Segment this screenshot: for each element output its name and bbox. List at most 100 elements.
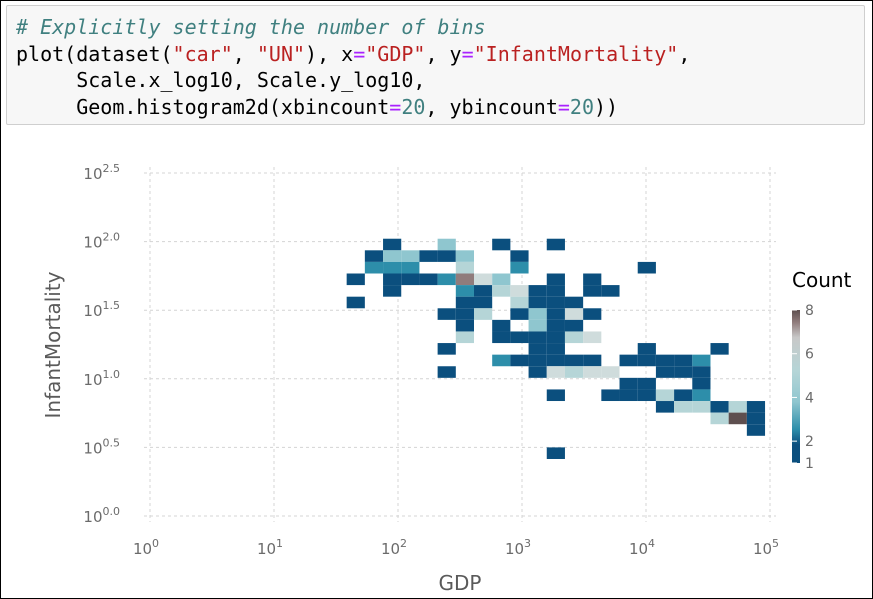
y-tick-base: 10 xyxy=(83,302,102,320)
heatmap-cell xyxy=(637,261,656,274)
code-line-scales: Scale.x_log10, Scale.y_log10, xyxy=(16,68,425,92)
code-token: Scale.x_log10, Scale.y_log10, xyxy=(16,68,426,92)
code-token: , xyxy=(232,41,257,66)
heatmap-cell xyxy=(528,343,547,355)
heatmap-cell xyxy=(674,401,693,413)
heatmap-cell xyxy=(583,366,602,378)
heatmap-cell xyxy=(455,331,474,344)
x-tick-label: 104 xyxy=(629,537,655,558)
heatmap-cell xyxy=(546,343,565,355)
x-tick-label: 105 xyxy=(753,537,779,558)
heatmap-cell xyxy=(437,366,456,378)
x-tick-label: 102 xyxy=(381,537,407,558)
x-tick-base: 10 xyxy=(629,540,648,558)
heatmap-cell xyxy=(564,331,584,344)
code-token: 20 xyxy=(569,94,595,119)
heatmap-cell xyxy=(583,273,602,286)
heatmap-cell xyxy=(419,273,438,286)
y-tick-label: 100.0 xyxy=(83,505,120,526)
heatmap-cell xyxy=(746,412,766,425)
y-tick-label: 102.5 xyxy=(83,162,120,183)
heatmap-cell xyxy=(437,238,456,251)
code-token: , y xyxy=(425,41,462,66)
code-line-geom: Geom.histogram2d(xbincount=20, ybincount… xyxy=(16,95,618,119)
heatmap-cell xyxy=(746,401,766,413)
heatmap-cell xyxy=(546,354,565,367)
x-tick-exponent: 0 xyxy=(152,537,159,550)
y-tick-base: 10 xyxy=(83,234,102,252)
heatmap-cell xyxy=(710,412,729,425)
heatmap-cell xyxy=(564,296,584,309)
heatmap-cell xyxy=(601,366,620,378)
y-tick-exponent: 0.5 xyxy=(103,436,121,449)
code-token: ), x xyxy=(305,41,354,66)
heatmap-cell xyxy=(510,250,529,262)
heatmap-cell xyxy=(364,261,384,274)
heatmap-cell xyxy=(437,250,456,262)
y-tick-label: 100.5 xyxy=(83,436,120,457)
y-tick-exponent: 2.5 xyxy=(103,162,121,175)
heatmap-cell xyxy=(546,273,565,286)
legend-label: 2 xyxy=(805,434,814,450)
heatmap-cell xyxy=(437,343,456,355)
heatmap-cell xyxy=(455,273,474,286)
x-tick-base: 10 xyxy=(257,540,276,558)
heatmap-cell xyxy=(401,273,420,286)
heatmap-cell xyxy=(564,308,584,320)
x-tick-exponent: 2 xyxy=(400,537,407,550)
y-tick-label: 102.0 xyxy=(83,231,120,252)
heatmap-cell xyxy=(655,354,675,367)
code-token: , ybincount xyxy=(425,94,558,119)
legend-title: Count xyxy=(792,268,852,292)
heatmap-cell xyxy=(692,377,711,390)
heatmap-cell xyxy=(528,285,547,297)
x-tick-base: 10 xyxy=(505,540,524,558)
heatmap-cell xyxy=(655,401,675,413)
heatmap-cell xyxy=(637,389,656,402)
code-token: = xyxy=(461,41,474,66)
y-tick-base: 10 xyxy=(83,371,102,389)
code-cell[interactable]: # Explicitly setting the number of bins … xyxy=(6,5,865,125)
code-token: "car" xyxy=(172,41,233,66)
heatmap-cell xyxy=(383,261,402,274)
y-tick-exponent: 1.0 xyxy=(103,368,121,381)
x-axis-label: GDP xyxy=(439,571,482,595)
x-tick-label: 100 xyxy=(133,537,159,558)
heatmap-cell xyxy=(492,238,511,251)
legend-label: 8 xyxy=(805,303,814,319)
x-tick-exponent: 5 xyxy=(772,537,779,550)
x-tick-base: 10 xyxy=(133,540,152,558)
heatmap-cell xyxy=(546,319,565,332)
heatmap-cell xyxy=(474,308,493,320)
heatmap-cell xyxy=(437,308,456,320)
heatmap-cell xyxy=(474,285,493,297)
heatmap-cell xyxy=(619,354,638,367)
heatmap-cell xyxy=(383,238,402,251)
heatmap-cell xyxy=(674,366,693,378)
heatmap-cell xyxy=(528,354,547,367)
y-tick-base: 10 xyxy=(83,508,102,526)
y-tick-exponent: 0.0 xyxy=(103,505,121,518)
heatmap-cell xyxy=(455,296,474,309)
heatmap-cell xyxy=(364,250,384,262)
heatmap-cell xyxy=(564,354,584,367)
legend-colorbar xyxy=(792,310,800,463)
heatmap-cell xyxy=(528,308,547,320)
heatmap-cell xyxy=(546,296,565,309)
heatmap-cell xyxy=(492,319,511,332)
heatmap-cell xyxy=(528,366,547,378)
heatmap-cell xyxy=(692,366,711,378)
heatmap-cell xyxy=(546,331,565,344)
code-token: , xyxy=(678,41,691,66)
y-tick-exponent: 2.0 xyxy=(103,231,121,244)
heatmap-cell xyxy=(474,296,493,309)
y-tick-base: 10 xyxy=(83,439,102,457)
heatmap-cell xyxy=(383,285,402,297)
x-tick-label: 103 xyxy=(505,537,531,558)
y-axis-label: InfantMortality xyxy=(41,271,65,418)
heatmap-cell xyxy=(510,261,529,274)
heatmap-cell xyxy=(601,285,620,297)
heatmap-cell xyxy=(419,250,438,262)
heatmap-cell xyxy=(655,389,675,402)
heatmap-cell xyxy=(619,377,638,390)
